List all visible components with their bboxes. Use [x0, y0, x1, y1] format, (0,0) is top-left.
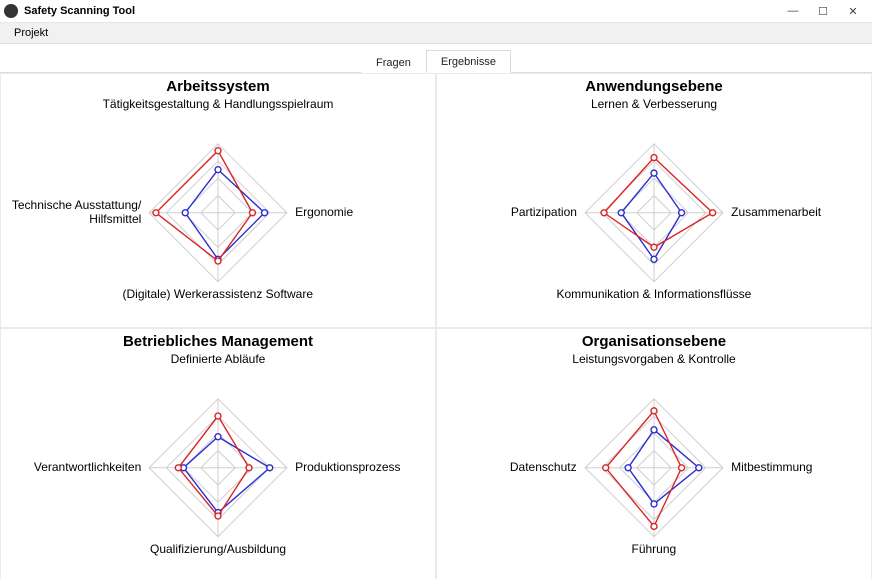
series-red-marker [679, 464, 685, 470]
radar-wrap: Produktionsprozess Qualifizierung/Ausbild… [1, 366, 435, 579]
panel-0: Arbeitssystem Tätigkeitsgestaltung & Hand… [0, 73, 436, 328]
window-title: Safety Scanning Tool [24, 5, 135, 17]
axis-label-left: Partizipation [511, 206, 577, 220]
maximize-button[interactable]: ☐ [808, 0, 838, 22]
minimize-button[interactable]: — [778, 0, 808, 22]
menubar: Projekt [0, 23, 872, 44]
series-red-marker [651, 155, 657, 161]
series-red-marker [215, 513, 221, 519]
series-red-marker [601, 210, 607, 216]
tabs: Fragen Ergebnisse [0, 44, 872, 73]
series-red-marker [249, 210, 255, 216]
panel-title: Anwendungsebene [585, 78, 723, 95]
series-red [178, 416, 249, 516]
series-blue-marker [262, 210, 268, 216]
axis-label-left: Datenschutz [510, 461, 577, 475]
series-blue-marker [651, 256, 657, 262]
axis-label-right: Zusammenarbeit [731, 206, 821, 220]
axis-label-bottom: Führung [632, 543, 677, 557]
axis-label-bottom: Qualifizierung/Ausbildung [150, 543, 286, 557]
axis-label-left: Technische Ausstattung/ Hilfsmittel [12, 199, 141, 227]
radar-wrap: Ergonomie (Digitale) Werkerassistenz Soft… [1, 111, 435, 327]
axis-label-top: Definierte Abläufe [171, 352, 266, 366]
panel-2: Betriebliches Management Definierte Abläu… [0, 328, 436, 579]
series-red-marker [246, 464, 252, 470]
menu-project[interactable]: Projekt [8, 25, 54, 41]
panel-title: Betriebliches Management [123, 333, 313, 350]
series-blue-marker [215, 167, 221, 173]
series-red-marker [153, 210, 159, 216]
axis-label-right: Ergonomie [295, 206, 353, 220]
series-blue-marker [651, 426, 657, 432]
panel-title: Organisationsebene [582, 333, 726, 350]
axis-label-right: Produktionsprozess [295, 461, 400, 475]
panel-title: Arbeitssystem [166, 78, 269, 95]
series-red-marker [651, 244, 657, 250]
axis-label-top: Tätigkeitsgestaltung & Handlungsspielrau… [103, 97, 334, 111]
tab-fragen[interactable]: Fragen [361, 51, 426, 73]
series-red-marker [175, 464, 181, 470]
radar-wrap: Mitbestimmung Führung Datenschutz [437, 366, 871, 579]
axis-label-bottom: Kommunikation & Informationsflüsse [557, 288, 752, 302]
axis-label-right: Mitbestimmung [731, 461, 812, 475]
axis-label-bottom: (Digitale) Werkerassistenz Software [123, 288, 314, 302]
series-blue-marker [696, 464, 702, 470]
series-blue-marker [182, 210, 188, 216]
axis-label-top: Leistungsvorgaben & Kontrolle [572, 352, 735, 366]
tab-ergebnisse[interactable]: Ergebnisse [426, 50, 511, 73]
series-blue-marker [267, 464, 273, 470]
series-red-marker [710, 210, 716, 216]
series-blue-marker [625, 464, 631, 470]
series-red-marker [215, 413, 221, 419]
chart-grid: Arbeitssystem Tätigkeitsgestaltung & Hand… [0, 73, 872, 579]
axis-label-left: Verantwortlichkeiten [34, 461, 141, 475]
app-icon [4, 4, 18, 18]
radar-wrap: Zusammenarbeit Kommunikation & Informatio… [437, 111, 871, 327]
series-red-marker [651, 523, 657, 529]
panel-1: AnwendungsebeneLernen & VerbesserungZusa… [436, 73, 872, 328]
series-blue-marker [215, 433, 221, 439]
series-blue-marker [618, 210, 624, 216]
series-red-marker [651, 407, 657, 413]
series-blue-marker [651, 170, 657, 176]
series-red-marker [603, 464, 609, 470]
series-blue [184, 436, 270, 512]
axis-label-top: Lernen & Verbesserung [591, 97, 717, 111]
series-red-marker [215, 148, 221, 154]
series-red [604, 158, 713, 248]
panel-3: Organisationsebene Leistungsvorgaben & Ko… [436, 328, 872, 579]
close-button[interactable]: ✕ [838, 0, 868, 22]
series-red-marker [215, 258, 221, 264]
series-blue-marker [651, 500, 657, 506]
series-blue-marker [679, 210, 685, 216]
titlebar: Safety Scanning Tool — ☐ ✕ [0, 0, 872, 23]
